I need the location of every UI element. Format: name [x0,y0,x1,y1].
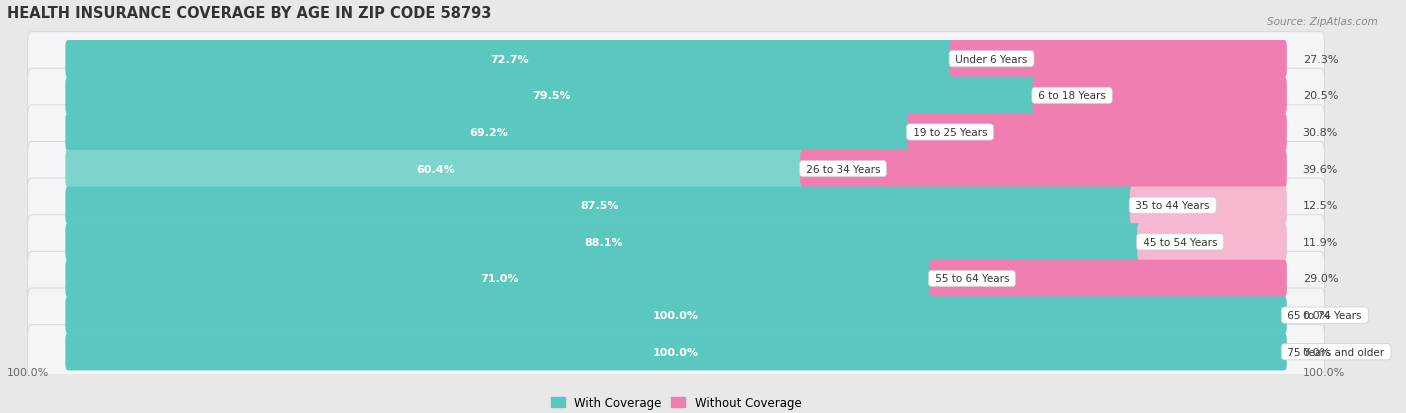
Text: 71.0%: 71.0% [481,274,519,284]
FancyBboxPatch shape [907,114,1286,151]
FancyBboxPatch shape [65,223,1142,261]
FancyBboxPatch shape [65,151,806,188]
Text: 0.0%: 0.0% [1302,347,1331,357]
FancyBboxPatch shape [65,78,1038,115]
FancyBboxPatch shape [28,325,1324,379]
Text: 100.0%: 100.0% [652,310,699,320]
Text: 69.2%: 69.2% [470,128,508,138]
Text: 11.9%: 11.9% [1302,237,1339,247]
Text: 26 to 34 Years: 26 to 34 Years [803,164,883,174]
FancyBboxPatch shape [28,252,1324,306]
Text: 88.1%: 88.1% [585,237,623,247]
Text: 45 to 54 Years: 45 to 54 Years [1140,237,1220,247]
Text: HEALTH INSURANCE COVERAGE BY AGE IN ZIP CODE 58793: HEALTH INSURANCE COVERAGE BY AGE IN ZIP … [7,6,491,21]
Text: 65 to 74 Years: 65 to 74 Years [1284,310,1365,320]
FancyBboxPatch shape [65,187,1135,224]
FancyBboxPatch shape [65,114,912,151]
Text: 20.5%: 20.5% [1302,91,1339,101]
Text: Source: ZipAtlas.com: Source: ZipAtlas.com [1267,17,1378,26]
FancyBboxPatch shape [28,179,1324,233]
Text: 30.8%: 30.8% [1302,128,1339,138]
Text: 39.6%: 39.6% [1302,164,1339,174]
Text: 75 Years and older: 75 Years and older [1284,347,1388,357]
FancyBboxPatch shape [28,142,1324,196]
FancyBboxPatch shape [65,297,1286,334]
Text: 27.3%: 27.3% [1302,55,1339,64]
Text: 35 to 44 Years: 35 to 44 Years [1132,201,1213,211]
FancyBboxPatch shape [65,333,1286,370]
Text: 0.0%: 0.0% [1302,310,1331,320]
FancyBboxPatch shape [65,41,955,78]
FancyBboxPatch shape [28,215,1324,269]
Text: Under 6 Years: Under 6 Years [952,55,1031,64]
Text: 19 to 25 Years: 19 to 25 Years [910,128,990,138]
Legend: With Coverage, Without Coverage: With Coverage, Without Coverage [551,396,801,409]
FancyBboxPatch shape [28,288,1324,342]
FancyBboxPatch shape [28,69,1324,123]
FancyBboxPatch shape [65,260,934,297]
Text: 12.5%: 12.5% [1302,201,1339,211]
FancyBboxPatch shape [1137,223,1286,261]
Text: 87.5%: 87.5% [581,201,619,211]
Text: 100.0%: 100.0% [7,367,49,377]
FancyBboxPatch shape [28,106,1324,160]
Text: 6 to 18 Years: 6 to 18 Years [1035,91,1109,101]
Text: 55 to 64 Years: 55 to 64 Years [932,274,1012,284]
FancyBboxPatch shape [950,41,1286,78]
Text: 72.7%: 72.7% [491,55,529,64]
FancyBboxPatch shape [1032,78,1286,115]
FancyBboxPatch shape [929,260,1286,297]
Text: 100.0%: 100.0% [1303,367,1346,377]
FancyBboxPatch shape [800,151,1286,188]
Text: 100.0%: 100.0% [652,347,699,357]
Text: 29.0%: 29.0% [1302,274,1339,284]
Text: 60.4%: 60.4% [416,164,454,174]
FancyBboxPatch shape [28,33,1324,87]
FancyBboxPatch shape [1130,187,1286,224]
Text: 79.5%: 79.5% [531,91,571,101]
